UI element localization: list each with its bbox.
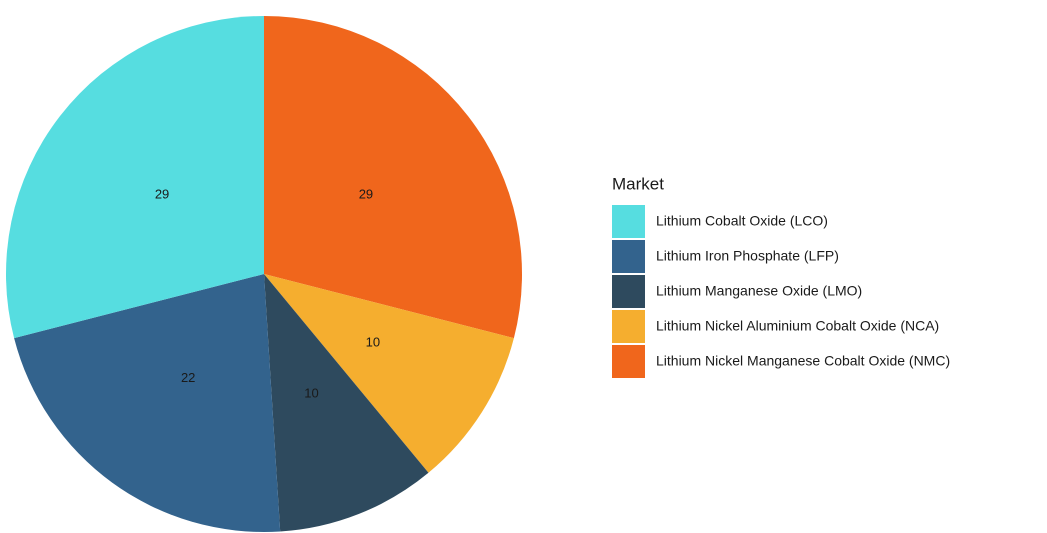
pie-slice — [5, 16, 264, 339]
data-label: 22 — [181, 370, 195, 385]
data-label: 10 — [366, 335, 380, 350]
pie-slice — [264, 274, 429, 532]
legend-swatch — [612, 275, 645, 308]
legend-swatch — [612, 240, 645, 273]
pie-slice — [14, 274, 281, 532]
data-label: 29 — [359, 186, 373, 201]
legend-label: Lithium Nickel Manganese Cobalt Oxide (N… — [656, 353, 950, 369]
pie-slice — [264, 16, 522, 339]
data-label: 10 — [304, 385, 318, 400]
legend-swatch — [612, 205, 645, 238]
legend-label: Lithium Manganese Oxide (LMO) — [656, 283, 862, 299]
legend-label: Lithium Nickel Aluminium Cobalt Oxide (N… — [656, 318, 939, 334]
legend-swatch — [612, 345, 645, 378]
legend-title: Market — [612, 174, 664, 193]
legend-label: Lithium Iron Phosphate (LFP) — [656, 248, 839, 264]
data-label: 29 — [155, 186, 169, 201]
pie-slice — [264, 274, 514, 473]
legend-swatch — [612, 310, 645, 343]
legend-label: Lithium Cobalt Oxide (LCO) — [656, 213, 828, 229]
